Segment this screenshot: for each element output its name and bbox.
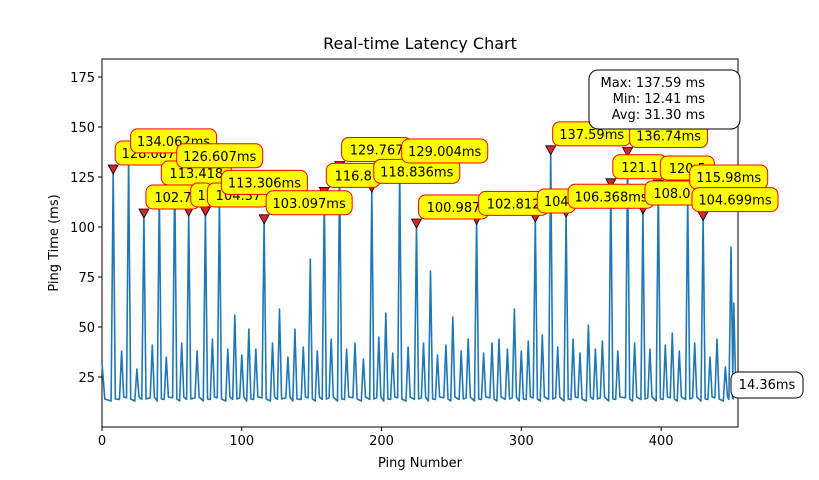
annotation-label: 113.418 <box>169 167 223 182</box>
latency-line <box>101 151 738 402</box>
annotation-label: 121.1 <box>621 161 658 176</box>
peak-annotation: 126.607ms <box>176 143 264 169</box>
annotation-label: 137.59ms <box>559 128 624 143</box>
annotation-label: 1 <box>198 189 206 204</box>
peak-annotation: 102.7 <box>145 184 201 210</box>
chart-title: Real-time Latency Chart <box>323 34 517 53</box>
peak-marker <box>605 178 617 189</box>
annotation-label: 118.836ms <box>380 165 453 180</box>
stat-min: Min: 12.41 ms <box>613 92 706 107</box>
y-tick-label: 100 <box>70 221 95 236</box>
peak-annotation: 102.812 <box>478 190 550 216</box>
last-value-text: 14.36ms <box>739 378 796 393</box>
peak-annotation: 136.74ms <box>629 123 709 149</box>
y-tick-label: 25 <box>78 371 95 386</box>
y-tick-label: 150 <box>70 121 95 136</box>
peak-annotation: 129.767 <box>341 136 413 162</box>
y-axis-label: Ping Time (ms) <box>47 194 62 291</box>
y-tick-label: 50 <box>78 321 95 336</box>
annotation-label: 129.767 <box>350 143 404 158</box>
x-axis-label: Ping Number <box>378 456 463 471</box>
peak-annotation: 104 <box>536 188 576 214</box>
annotation-box <box>176 143 264 169</box>
annotation-label: 104 <box>544 195 569 210</box>
stat-max: Max: 137.59 ms <box>601 76 706 91</box>
last-value-badge: 14.36ms <box>730 371 804 399</box>
peak-annotation: 113.306ms <box>220 169 308 195</box>
plot-frame <box>101 58 739 428</box>
peak-marker <box>545 145 557 156</box>
annotation-box <box>220 169 308 195</box>
series-layer <box>101 151 738 402</box>
peak-annotation: 116.8 <box>325 162 381 188</box>
peak-annotation: 115.98ms <box>689 164 769 190</box>
peak-marker <box>138 208 150 219</box>
stat-avg: Avg: 31.30 ms <box>612 108 706 123</box>
annotation-label: 113.306ms <box>228 176 301 191</box>
annotation-label: 115.98ms <box>696 171 761 186</box>
peak-marker <box>107 164 119 175</box>
peak-marker <box>410 218 423 229</box>
annotation-label: 102.812 <box>487 197 541 212</box>
peak-annotation: 129.004ms <box>401 138 489 164</box>
last-value-frame <box>730 371 804 399</box>
peak-marker <box>258 214 270 225</box>
annotation-label: 100.987 <box>427 201 481 216</box>
peak-annotation: 104.699ms <box>691 187 779 213</box>
stats-box: Max: 137.59 ms Min: 12.41 ms Avg: 31.30 … <box>588 69 741 130</box>
peak-annotation: 108.0 <box>644 180 700 206</box>
annotation-label: 136.74ms <box>636 130 701 145</box>
peak-annotation: 106.368ms <box>567 183 655 209</box>
y-tick-label: 175 <box>70 71 95 86</box>
stats-box-frame <box>588 69 741 130</box>
peak-marker <box>621 147 634 158</box>
x-tick-label: 0 <box>98 434 106 449</box>
annotation-label: 106.368ms <box>574 190 647 205</box>
peak-annotation: 103.097ms <box>265 190 353 216</box>
annotation-label: 103.097ms <box>273 197 346 212</box>
x-tick-label: 200 <box>369 434 394 449</box>
peak-annotation: 100.987 <box>418 194 490 220</box>
y-tick-label: 125 <box>70 171 95 186</box>
annotation-label: 102.7 <box>154 191 191 206</box>
x-tick-label: 400 <box>649 434 674 449</box>
annotation-box <box>401 138 489 164</box>
axis-ticks: 0 100 200 300 400 25 50 75 100 125 150 175 <box>70 71 673 449</box>
annotation-label: 116.8 <box>335 169 372 184</box>
y-tick-label: 75 <box>78 271 95 286</box>
annotation-label: 104.699ms <box>698 194 771 209</box>
annotation-label: 108.0 <box>653 187 690 202</box>
peak-annotation: 121.1 <box>612 154 668 180</box>
annotation-box <box>691 187 779 213</box>
x-tick-label: 100 <box>229 434 254 449</box>
annotation-label: 129.004ms <box>408 145 481 160</box>
peak-annotation: 118.836ms <box>373 158 461 184</box>
x-tick-label: 300 <box>509 434 534 449</box>
annotation-box <box>265 190 353 216</box>
annotations-layer: 128.087ms134.062ms102.7113.418126.607ms1… <box>107 121 779 229</box>
annotation-label: 126.607ms <box>183 150 256 165</box>
